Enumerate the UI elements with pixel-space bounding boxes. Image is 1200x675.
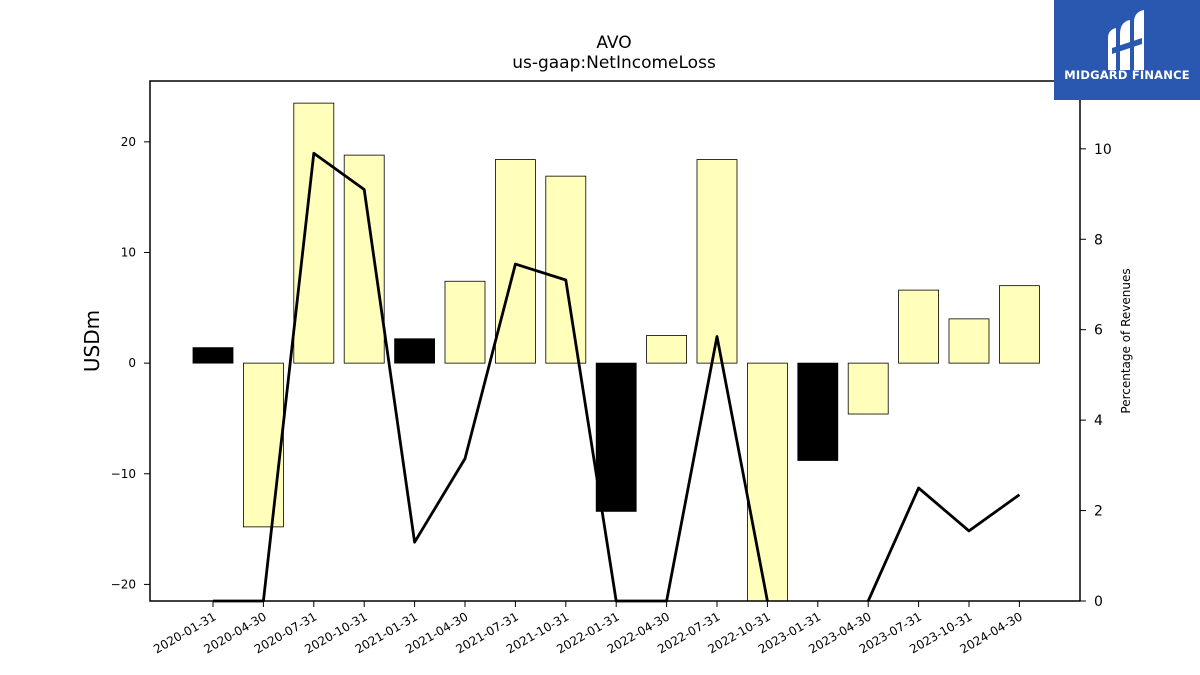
y-tick-label: 20 [121, 135, 136, 149]
bar [545, 175, 587, 364]
y2-axis-label: Percentage of Revenues [1119, 268, 1133, 413]
logo-mark-icon [1108, 10, 1144, 70]
bar [999, 285, 1040, 364]
chart-subtitle: us-gaap:NetIncomeLoss [512, 53, 716, 73]
y2-tick-label: 10 [1094, 142, 1112, 158]
bar [898, 289, 939, 364]
bar [646, 335, 687, 364]
y2-tick-label: 2 [1094, 504, 1103, 520]
bar [394, 338, 436, 364]
ratio-line [866, 486, 1021, 602]
y-tick-label: −20 [111, 577, 136, 591]
bar [797, 362, 839, 461]
y-axis-right: 0 2 4 6 8 10 [1080, 142, 1112, 610]
y-tick-label: −10 [111, 467, 136, 481]
bar [444, 280, 486, 364]
bar [747, 362, 788, 602]
y-axis-label: USDm [80, 310, 104, 372]
bar [192, 347, 234, 364]
bar [696, 159, 738, 364]
bar [293, 102, 335, 364]
y2-tick-label: 0 [1094, 594, 1103, 610]
bar [847, 362, 889, 415]
logo-text: MIDGARD FINANCE [1064, 68, 1190, 82]
midgard-finance-logo: MIDGARD FINANCE [1054, 0, 1200, 100]
y-tick-label: 0 [128, 356, 136, 370]
x-axis: 2020-01-312020-04-302020-07-312020-10-31… [151, 601, 1025, 656]
chart-title: AVO [596, 33, 631, 53]
ratio-line [213, 151, 769, 603]
y2-tick-label: 4 [1094, 413, 1103, 429]
ratio-line-group [213, 151, 1021, 603]
bar [595, 362, 637, 512]
bar [242, 362, 284, 528]
bar [494, 159, 536, 364]
y2-tick-label: 6 [1094, 323, 1103, 339]
plot-frame [149, 80, 1081, 602]
bar [948, 318, 990, 364]
y-tick-label: 10 [121, 245, 136, 259]
y-axis-left: −20 −10 0 10 20 [111, 135, 150, 591]
bar-group [192, 102, 1040, 602]
y2-tick-label: 8 [1094, 232, 1103, 248]
bar [343, 154, 385, 364]
